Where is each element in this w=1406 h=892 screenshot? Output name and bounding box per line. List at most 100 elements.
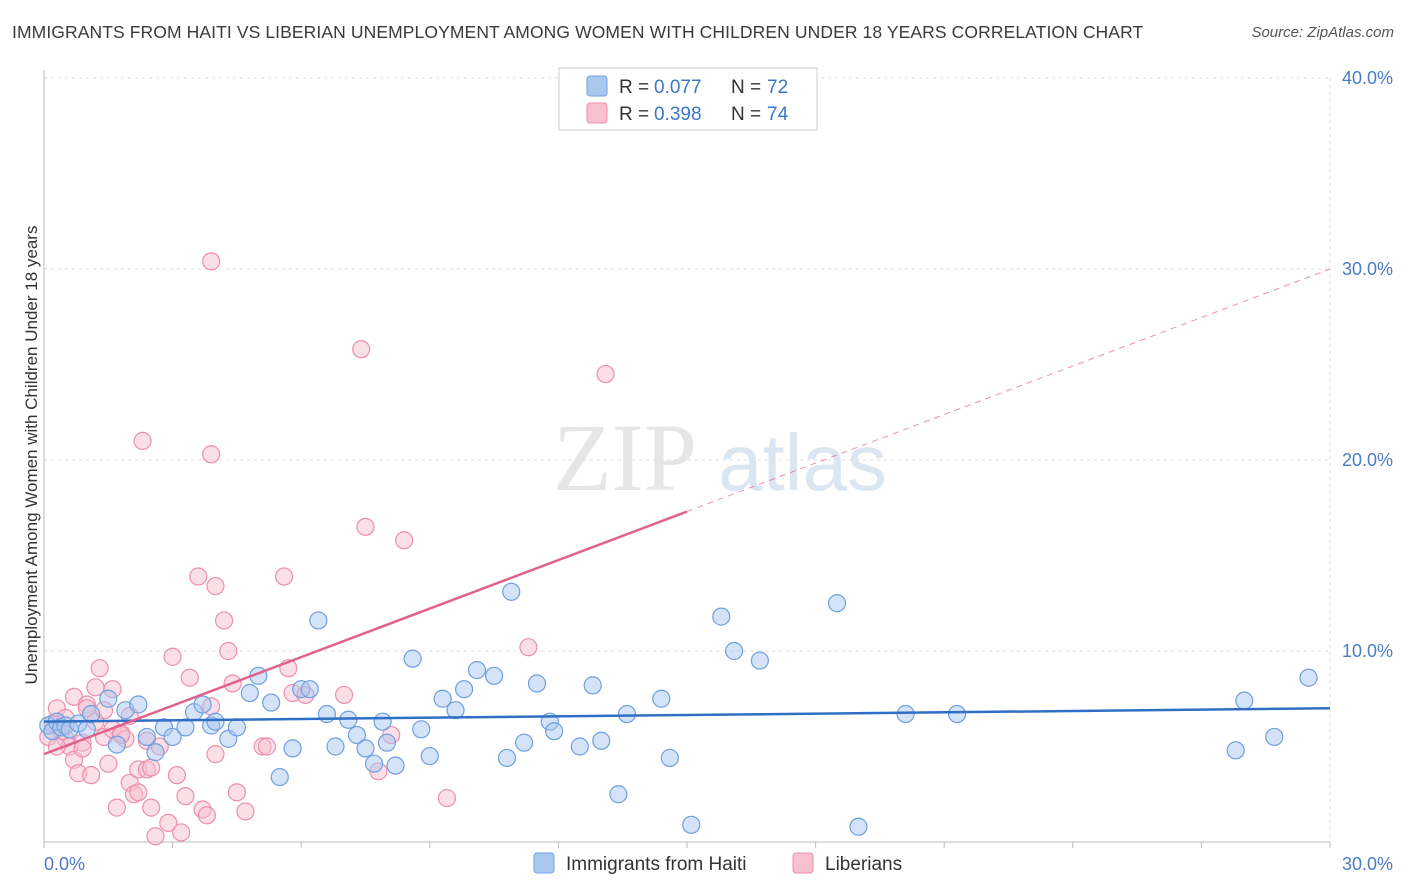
chart-title: IMMIGRANTS FROM HAITI VS LIBERIAN UNEMPL… — [12, 22, 1144, 42]
liberians-point-15 — [90, 659, 109, 678]
haiti-point-41 — [403, 649, 422, 668]
legend-swatch-blue — [586, 75, 608, 97]
legend-r-value-1: 0.077 — [654, 77, 702, 98]
liberians-point-64 — [202, 252, 221, 271]
y-tick-label-0: 10.0% — [1342, 641, 1393, 661]
legend-r-label-1: R = — [619, 77, 649, 98]
haiti-point-26 — [262, 693, 281, 712]
liberians-point-63 — [202, 445, 221, 464]
haiti-point-35 — [347, 725, 367, 745]
y-axis-label: Unemployment Among Women with Children U… — [22, 226, 41, 685]
legend-r-value-2: 0.398 — [654, 104, 702, 125]
haiti-point-67 — [896, 704, 915, 724]
haiti-point-60 — [660, 748, 679, 768]
haiti-point-27 — [270, 767, 289, 787]
haiti-point-64 — [750, 651, 769, 670]
haiti-point-57 — [609, 785, 628, 804]
haiti-points — [39, 582, 1318, 836]
haiti-point-19 — [193, 695, 212, 714]
haiti-point-39 — [377, 733, 397, 752]
haiti-point-17 — [176, 718, 195, 737]
liberians-point-47 — [227, 783, 246, 802]
haiti-point-58 — [617, 704, 637, 724]
liberians-point-35 — [167, 766, 186, 785]
axes — [43, 70, 1331, 848]
series-label-haiti: Immigrants from Haiti — [566, 854, 747, 875]
legend-swatch-pink — [586, 102, 608, 124]
liberians-point-20 — [107, 798, 126, 817]
haiti-point-49 — [497, 748, 517, 768]
haiti-point-10 — [107, 735, 126, 754]
liberians-trend-line — [43, 510, 688, 756]
haiti-point-21 — [206, 712, 225, 731]
haiti-point-36 — [356, 739, 375, 758]
haiti-point-33 — [326, 737, 345, 756]
liberians-point-61 — [519, 638, 538, 657]
haiti-point-30 — [300, 680, 319, 699]
haiti-point-65 — [827, 594, 847, 613]
series-legend: Immigrants from Haiti Liberians — [533, 852, 902, 875]
grid-lines — [44, 77, 1331, 842]
liberians-point-30 — [142, 758, 161, 777]
y-tick-label-1: 20.0% — [1342, 450, 1393, 470]
watermark-zip: ZIP — [553, 404, 697, 511]
haiti-trend-line — [43, 707, 1331, 723]
haiti-point-38 — [373, 712, 392, 731]
liberians-point-59 — [394, 531, 414, 550]
liberians-points — [39, 252, 615, 846]
x-tick-label-max: 30.0% — [1342, 854, 1393, 874]
haiti-point-43 — [420, 746, 439, 766]
liberians-point-62 — [133, 431, 152, 450]
liberians-point-50 — [257, 737, 277, 756]
haiti-point-13 — [137, 727, 156, 747]
haiti-point-62 — [712, 607, 731, 626]
liberians-point-12 — [82, 766, 101, 785]
haiti-point-9 — [99, 689, 118, 708]
haiti-point-68 — [947, 704, 967, 724]
haiti-point-8 — [82, 704, 101, 724]
haiti-point-53 — [545, 722, 564, 741]
haiti-point-12 — [129, 695, 148, 714]
liberians-point-55 — [352, 340, 371, 359]
liberians-point-45 — [219, 641, 238, 661]
liberians-point-36 — [172, 823, 191, 842]
liberians-point-29 — [142, 798, 161, 817]
haiti-point-50 — [515, 733, 534, 752]
haiti-point-46 — [454, 680, 474, 699]
haiti-point-47 — [467, 660, 487, 680]
x-tick-label-min: 0.0% — [44, 854, 85, 874]
haiti-point-73 — [502, 582, 521, 601]
haiti-point-61 — [682, 815, 701, 834]
series-label-liberians: Liberians — [825, 854, 902, 875]
haiti-point-66 — [849, 817, 868, 836]
liberians-point-41 — [197, 806, 216, 825]
series-swatch-liberians — [792, 852, 814, 874]
legend-n-label-2: N = — [731, 104, 761, 125]
haiti-point-54 — [570, 737, 589, 756]
haiti-point-14 — [146, 743, 165, 762]
legend-n-value-2: 74 — [767, 104, 789, 125]
liberians-point-31 — [146, 827, 165, 846]
liberians-point-54 — [334, 685, 354, 705]
haiti-point-31 — [309, 611, 328, 630]
haiti-point-40 — [386, 756, 405, 775]
liberians-point-60 — [437, 788, 457, 808]
source-label: Source: ZipAtlas.com — [1251, 24, 1394, 41]
liberians-trend-extension — [686, 268, 1331, 513]
liberians-point-33 — [159, 813, 178, 833]
series-swatch-haiti — [533, 852, 555, 874]
liberians-point-51 — [274, 567, 294, 586]
liberians-point-56 — [356, 517, 375, 536]
liberians-point-65 — [596, 364, 615, 384]
liberians-point-17 — [99, 754, 118, 773]
haiti-point-16 — [163, 727, 182, 747]
haiti-point-72 — [1299, 668, 1318, 687]
legend-n-value-1: 72 — [767, 77, 788, 98]
liberians-point-39 — [189, 567, 208, 586]
haiti-point-24 — [240, 683, 259, 703]
haiti-point-28 — [283, 739, 302, 758]
watermark-atlas: atlas — [718, 418, 887, 507]
haiti-point-23 — [227, 718, 246, 737]
trend-lines — [43, 268, 1331, 756]
